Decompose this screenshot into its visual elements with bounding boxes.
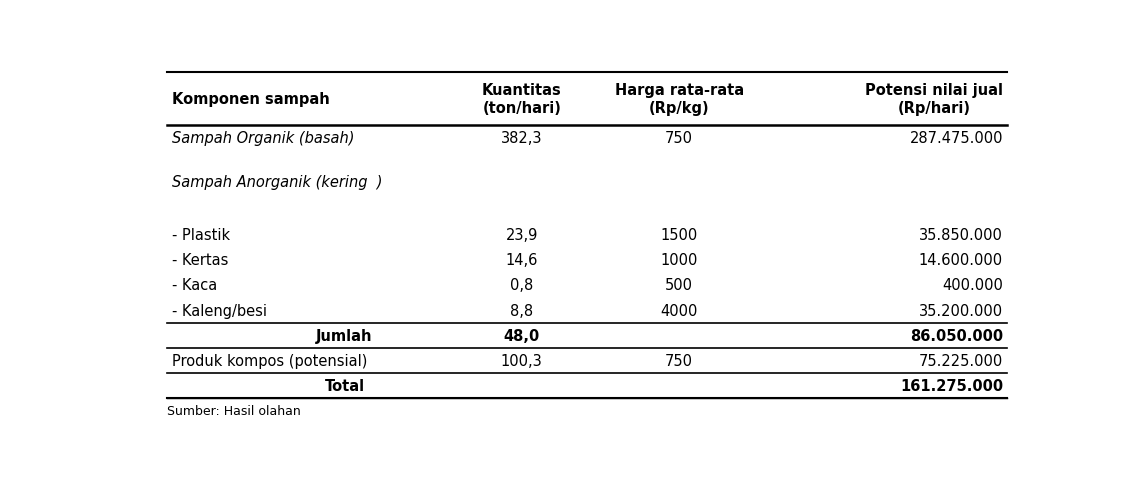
Text: 14,6: 14,6	[506, 252, 537, 268]
Text: Sampah Organik (basah): Sampah Organik (basah)	[172, 131, 355, 146]
Text: 287.475.000: 287.475.000	[910, 131, 1003, 146]
Text: 4000: 4000	[660, 303, 698, 318]
Text: 1000: 1000	[660, 252, 698, 268]
Text: 35.200.000: 35.200.000	[919, 303, 1003, 318]
Text: 100,3: 100,3	[501, 353, 543, 368]
Text: 500: 500	[665, 278, 693, 293]
Text: Produk kompos (potensial): Produk kompos (potensial)	[172, 353, 367, 368]
Text: 86.050.000: 86.050.000	[910, 328, 1003, 343]
Text: 1500: 1500	[660, 228, 698, 242]
Text: 23,9: 23,9	[506, 228, 537, 242]
Text: - Kaca: - Kaca	[172, 278, 217, 293]
Text: 35.850.000: 35.850.000	[919, 228, 1003, 242]
Text: 0,8: 0,8	[510, 278, 533, 293]
Text: 75.225.000: 75.225.000	[919, 353, 1003, 368]
Text: 382,3: 382,3	[501, 131, 543, 146]
Text: 750: 750	[665, 353, 693, 368]
Text: 750: 750	[665, 131, 693, 146]
Text: - Plastik: - Plastik	[172, 228, 230, 242]
Text: 8,8: 8,8	[510, 303, 533, 318]
Text: - Kertas: - Kertas	[172, 252, 228, 268]
Text: Kuantitas
(ton/hari): Kuantitas (ton/hari)	[482, 83, 561, 115]
Text: Sumber: Hasil olahan: Sumber: Hasil olahan	[167, 404, 301, 417]
Text: 400.000: 400.000	[942, 278, 1003, 293]
Text: Total: Total	[324, 378, 365, 393]
Text: Sampah Anorganik (kering  ): Sampah Anorganik (kering )	[172, 175, 383, 190]
Text: Harga rata-rata
(Rp/kg): Harga rata-rata (Rp/kg)	[614, 83, 744, 115]
Text: 48,0: 48,0	[504, 328, 540, 343]
Text: 161.275.000: 161.275.000	[900, 378, 1003, 393]
Text: - Kaleng/besi: - Kaleng/besi	[172, 303, 266, 318]
Text: Komponen sampah: Komponen sampah	[172, 92, 330, 107]
Text: Potensi nilai jual
(Rp/hari): Potensi nilai jual (Rp/hari)	[865, 83, 1003, 115]
Text: Jumlah: Jumlah	[316, 328, 373, 343]
Text: 14.600.000: 14.600.000	[919, 252, 1003, 268]
